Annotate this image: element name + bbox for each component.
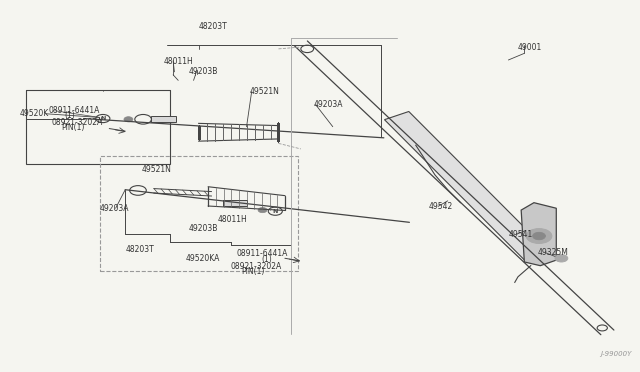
Text: 49325M: 49325M: [537, 248, 568, 257]
Text: 08921-3202A: 08921-3202A: [230, 262, 282, 271]
Text: 49203A: 49203A: [100, 204, 129, 213]
Text: J-99000Y: J-99000Y: [600, 351, 632, 357]
Bar: [152, 116, 175, 122]
Text: N: N: [100, 116, 106, 121]
Text: 48203T: 48203T: [198, 22, 227, 31]
Bar: [100, 156, 298, 271]
Bar: [26, 90, 170, 164]
Bar: [223, 201, 247, 206]
Text: 49542: 49542: [429, 202, 453, 211]
Circle shape: [555, 254, 568, 262]
Text: 48011H: 48011H: [218, 215, 248, 224]
Polygon shape: [521, 203, 556, 266]
Text: 08911-6441A: 08911-6441A: [49, 106, 100, 115]
Text: 49203B: 49203B: [189, 67, 218, 76]
Polygon shape: [385, 112, 549, 260]
Text: (1): (1): [65, 111, 76, 120]
Text: 49541: 49541: [508, 230, 532, 239]
Text: N: N: [273, 209, 278, 214]
Text: 49203A: 49203A: [314, 100, 343, 109]
Text: 48011H: 48011H: [164, 57, 193, 66]
Text: 49203B: 49203B: [189, 224, 218, 233]
Text: 49521N: 49521N: [250, 87, 280, 96]
Circle shape: [258, 208, 267, 213]
Text: 48203T: 48203T: [125, 245, 154, 254]
Text: 08921-3202A: 08921-3202A: [52, 118, 103, 127]
Text: 49520K: 49520K: [20, 109, 49, 118]
Text: 49520KA: 49520KA: [186, 254, 220, 263]
Text: (1): (1): [261, 254, 272, 263]
Text: 49521N: 49521N: [141, 165, 171, 174]
Text: PIN(1): PIN(1): [61, 123, 84, 132]
Text: 49001: 49001: [518, 42, 542, 51]
Circle shape: [526, 229, 552, 243]
Text: PIN(1): PIN(1): [241, 267, 265, 276]
Circle shape: [124, 117, 133, 122]
Circle shape: [532, 232, 545, 240]
Text: 08911-6441A: 08911-6441A: [237, 249, 289, 258]
